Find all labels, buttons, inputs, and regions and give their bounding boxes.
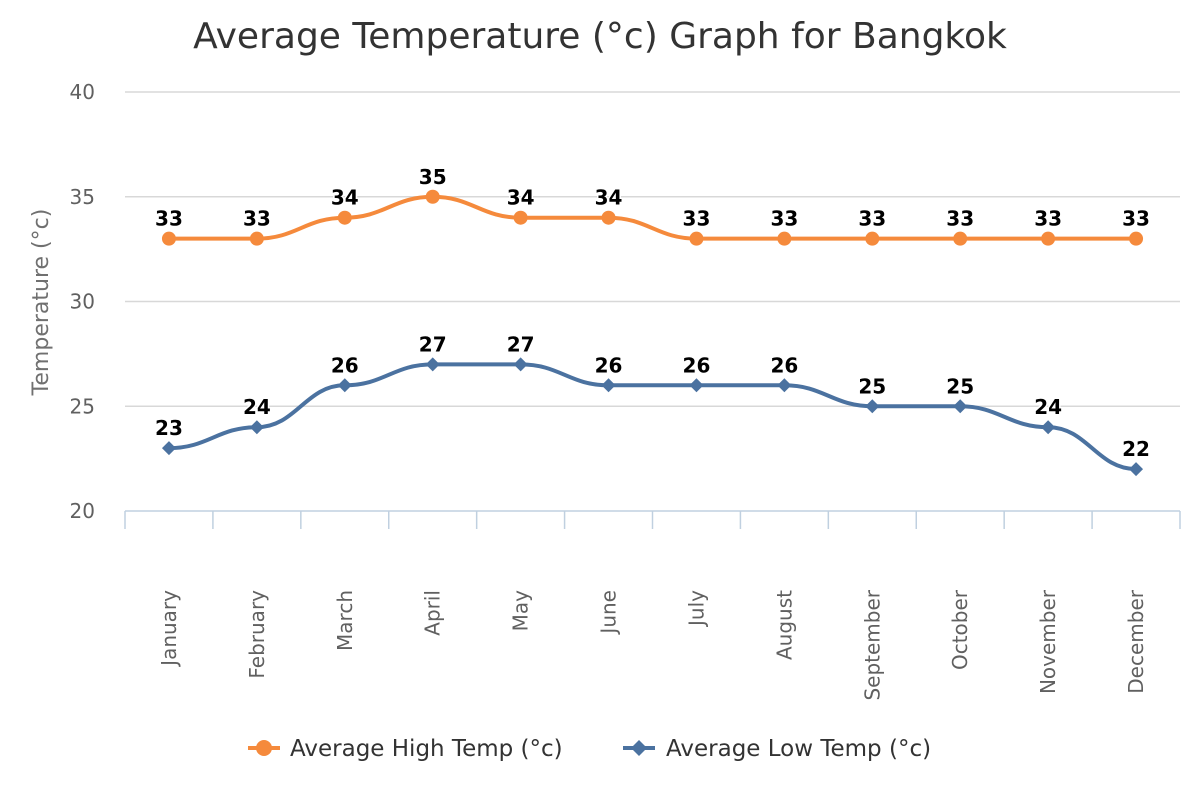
- x-tick-label: November: [1036, 589, 1060, 694]
- x-tick-label: September: [860, 589, 884, 700]
- legend-marker-icon: [256, 740, 272, 756]
- x-tick-label: February: [245, 590, 269, 679]
- data-label: 23: [155, 416, 183, 440]
- x-tick-label: August: [772, 590, 796, 660]
- data-label: 34: [595, 186, 623, 210]
- data-point-marker[interactable]: [777, 378, 792, 393]
- data-label: 33: [946, 207, 974, 231]
- y-tick-label: 40: [70, 80, 95, 104]
- data-label: 26: [683, 353, 711, 377]
- y-tick-label: 25: [70, 394, 95, 418]
- x-axis: January February March April May June July Augu…: [124, 510, 1181, 701]
- series-group: [161, 189, 1144, 477]
- data-point-marker[interactable]: [249, 231, 264, 246]
- y-axis-title: Temperature (°c): [29, 209, 54, 397]
- data-label: 33: [683, 207, 711, 231]
- series-line: [166, 362, 1139, 472]
- data-label: 25: [858, 374, 886, 398]
- data-point-marker[interactable]: [777, 231, 792, 246]
- data-label: 33: [1034, 207, 1062, 231]
- data-label: 27: [419, 332, 447, 356]
- data-point-marker[interactable]: [337, 378, 352, 393]
- data-label: 33: [858, 207, 886, 231]
- data-point-marker[interactable]: [249, 420, 264, 435]
- series-line: [166, 194, 1139, 241]
- data-point-marker[interactable]: [337, 210, 352, 225]
- x-tick-label: June: [597, 590, 621, 636]
- data-label: 22: [1122, 437, 1150, 461]
- data-point-marker[interactable]: [953, 399, 968, 414]
- data-label: 25: [946, 374, 974, 398]
- legend-item-high[interactable]: Average High Temp (°c): [248, 736, 563, 762]
- legend-label: Average Low Temp (°c): [666, 736, 931, 762]
- data-labels: 33 33 34 35 34 34 33 33 33 33 33 33 23 24 26 27 27 26 26 26…: [154, 163, 1152, 462]
- data-point-marker[interactable]: [953, 231, 968, 246]
- data-label: 26: [770, 353, 798, 377]
- data-point-marker[interactable]: [601, 378, 616, 393]
- x-tick-label: December: [1124, 589, 1148, 693]
- data-point-marker[interactable]: [865, 399, 880, 414]
- x-tick-label: July: [684, 590, 708, 628]
- data-label: 26: [595, 353, 623, 377]
- data-label: 33: [1122, 207, 1150, 231]
- data-point-marker[interactable]: [689, 231, 704, 246]
- series-low: [161, 357, 1144, 477]
- legend: Average High Temp (°c) Average Low Temp (…: [248, 736, 931, 762]
- data-label: 33: [155, 207, 183, 231]
- data-label: 26: [331, 353, 359, 377]
- data-point-marker[interactable]: [425, 357, 440, 372]
- legend-label: Average High Temp (°c): [290, 736, 563, 762]
- x-tick-label: October: [948, 589, 972, 670]
- data-point-marker[interactable]: [1129, 462, 1144, 477]
- y-axis: 20 25 30 35 40: [70, 80, 95, 523]
- data-point-marker[interactable]: [513, 210, 528, 225]
- y-tick-label: 30: [70, 290, 95, 314]
- data-label: 34: [331, 186, 359, 210]
- data-label: 24: [243, 395, 271, 419]
- data-point-marker[interactable]: [601, 210, 616, 225]
- gridlines: [125, 91, 1180, 407]
- data-point-marker[interactable]: [865, 231, 880, 246]
- data-point-marker[interactable]: [1041, 420, 1056, 435]
- data-point-marker[interactable]: [513, 357, 528, 372]
- y-tick-label: 35: [70, 185, 95, 209]
- data-point-marker[interactable]: [161, 441, 176, 456]
- series-high: [161, 189, 1144, 246]
- y-tick-label: 20: [70, 499, 95, 523]
- data-point-marker[interactable]: [1129, 231, 1144, 246]
- data-point-marker[interactable]: [425, 189, 440, 204]
- legend-marker-icon: [631, 740, 647, 756]
- data-label: 33: [243, 207, 271, 231]
- data-label: 24: [1034, 395, 1062, 419]
- data-point-marker[interactable]: [161, 231, 176, 246]
- data-point-marker[interactable]: [1041, 231, 1056, 246]
- x-tick-label: April: [421, 590, 445, 636]
- legend-item-low[interactable]: Average Low Temp (°c): [623, 736, 931, 762]
- data-label: 35: [419, 165, 447, 189]
- data-label: 34: [507, 186, 535, 210]
- data-label: 27: [507, 332, 535, 356]
- data-point-marker[interactable]: [689, 378, 704, 393]
- data-label: 33: [770, 207, 798, 231]
- chart-title: Average Temperature (°c) Graph for Bangk…: [193, 16, 1007, 57]
- x-tick-label: January: [157, 590, 181, 668]
- x-tick-label: May: [509, 590, 533, 632]
- x-tick-label: March: [333, 590, 357, 651]
